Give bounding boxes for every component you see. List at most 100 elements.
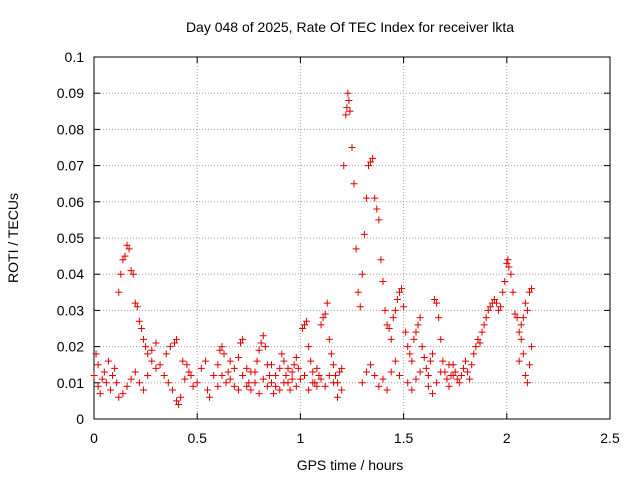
y-tick-label: 0.03 bbox=[57, 302, 84, 318]
data-point bbox=[406, 350, 414, 358]
data-point bbox=[321, 310, 329, 318]
data-point bbox=[521, 372, 529, 380]
data-point bbox=[98, 375, 106, 383]
data-point bbox=[315, 372, 323, 380]
data-point bbox=[144, 350, 152, 358]
y-tick-label: 0.01 bbox=[57, 375, 84, 391]
data-point bbox=[270, 390, 278, 398]
data-point bbox=[185, 368, 193, 376]
data-point bbox=[528, 343, 536, 351]
data-point bbox=[268, 379, 276, 387]
data-point bbox=[214, 382, 222, 390]
data-point bbox=[170, 339, 178, 347]
data-point bbox=[218, 372, 226, 380]
data-point bbox=[424, 372, 432, 380]
data-point bbox=[325, 335, 333, 343]
data-point bbox=[247, 386, 255, 394]
data-point bbox=[342, 111, 350, 119]
data-point bbox=[92, 350, 100, 358]
data-point bbox=[119, 390, 127, 398]
data-point bbox=[239, 335, 247, 343]
data-point bbox=[197, 364, 205, 372]
data-point bbox=[140, 335, 148, 343]
data-point bbox=[356, 303, 364, 311]
data-point bbox=[177, 393, 185, 401]
data-point bbox=[131, 299, 139, 307]
data-point bbox=[111, 364, 119, 372]
data-point bbox=[115, 393, 123, 401]
data-point bbox=[509, 288, 517, 296]
data-point bbox=[327, 350, 335, 358]
data-point bbox=[404, 343, 412, 351]
data-point bbox=[515, 328, 523, 336]
data-point bbox=[94, 361, 102, 369]
x-tick-label: 1 bbox=[297, 430, 305, 446]
y-tick-label: 0.05 bbox=[57, 230, 84, 246]
data-point bbox=[253, 357, 261, 365]
data-point bbox=[272, 382, 280, 390]
data-point bbox=[263, 382, 271, 390]
data-point bbox=[389, 314, 397, 322]
data-point bbox=[350, 180, 358, 188]
data-point bbox=[201, 357, 209, 365]
data-point bbox=[331, 372, 339, 380]
data-point bbox=[125, 245, 133, 253]
data-point bbox=[137, 325, 145, 332]
data-point bbox=[377, 256, 385, 264]
data-point bbox=[515, 357, 523, 365]
data-point bbox=[505, 263, 513, 271]
data-point bbox=[492, 299, 500, 307]
data-point bbox=[206, 393, 214, 401]
data-point bbox=[276, 364, 284, 372]
data-point bbox=[470, 350, 478, 358]
data-point bbox=[323, 299, 331, 307]
data-point bbox=[187, 372, 195, 380]
data-point bbox=[371, 372, 379, 380]
data-point bbox=[319, 314, 327, 322]
data-point bbox=[259, 332, 267, 340]
data-point bbox=[443, 375, 451, 383]
data-point bbox=[482, 314, 490, 322]
data-point bbox=[148, 346, 156, 354]
data-point bbox=[387, 368, 395, 376]
data-point bbox=[301, 372, 309, 380]
data-point bbox=[288, 375, 296, 383]
data-point bbox=[424, 382, 432, 390]
data-point bbox=[344, 89, 352, 97]
data-point bbox=[398, 285, 406, 293]
data-point bbox=[115, 288, 123, 296]
data-point bbox=[457, 372, 465, 380]
data-point bbox=[412, 375, 420, 383]
data-point bbox=[517, 335, 525, 343]
data-point bbox=[343, 104, 351, 112]
data-point bbox=[503, 259, 511, 267]
data-point bbox=[480, 321, 488, 329]
data-point bbox=[226, 357, 234, 365]
data-point bbox=[96, 390, 104, 398]
data-point bbox=[499, 288, 507, 296]
y-tick-label: 0.04 bbox=[57, 266, 84, 282]
data-point bbox=[135, 379, 143, 387]
data-point bbox=[476, 339, 484, 347]
data-point bbox=[313, 382, 321, 390]
data-point bbox=[234, 353, 242, 361]
data-point bbox=[255, 346, 263, 354]
data-point bbox=[445, 361, 453, 369]
data-point bbox=[379, 277, 387, 285]
data-point bbox=[288, 368, 296, 376]
x-tick-label: 0.5 bbox=[187, 430, 207, 446]
data-point bbox=[109, 372, 117, 380]
data-point bbox=[94, 382, 102, 390]
data-point bbox=[268, 361, 276, 369]
data-point bbox=[486, 303, 494, 311]
data-point bbox=[329, 379, 337, 387]
data-point bbox=[459, 364, 467, 372]
data-point bbox=[135, 317, 143, 325]
data-point bbox=[222, 379, 230, 387]
y-tick-label: 0.09 bbox=[57, 85, 84, 101]
y-tick-label: 0.1 bbox=[65, 49, 85, 65]
data-point bbox=[234, 386, 242, 394]
data-point bbox=[501, 277, 509, 285]
data-point bbox=[218, 343, 226, 351]
data-point bbox=[142, 343, 150, 351]
